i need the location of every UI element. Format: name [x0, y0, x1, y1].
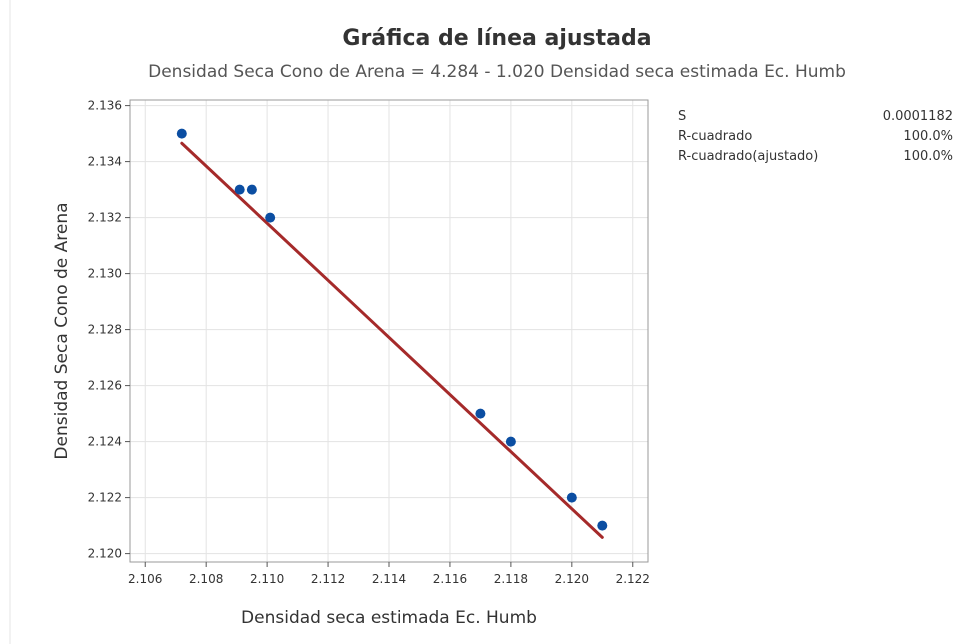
chart-title: Gráfica de línea ajustada: [342, 26, 651, 51]
stat-label: R-cuadrado: [678, 129, 752, 144]
x-tick-label: 2.122: [616, 572, 650, 586]
y-tick-label: 2.136: [88, 99, 122, 113]
model-summary-stats: S 0.0001182 R-cuadrado 100.0% R-cuadrado(aju…: [678, 109, 953, 164]
y-tick-label: 2.130: [88, 267, 122, 281]
data-point: [246, 184, 257, 195]
stat-value: 100.0%: [903, 149, 953, 164]
data-point: [475, 408, 486, 419]
y-tick-label: 2.128: [88, 323, 122, 337]
x-tick-label: 2.112: [311, 572, 345, 586]
stat-value: 100.0%: [903, 129, 953, 144]
x-tick-label: 2.114: [372, 572, 406, 586]
y-tick-label: 2.122: [88, 491, 122, 505]
y-tick-label: 2.132: [88, 211, 122, 225]
data-point: [566, 492, 577, 503]
stat-label: R-cuadrado(ajustado): [678, 149, 818, 164]
y-tick-label: 2.120: [88, 547, 122, 561]
grid: [130, 100, 648, 562]
y-tick-label: 2.134: [88, 155, 122, 169]
x-axis-label: Densidad seca estimada Ec. Humb: [241, 608, 537, 628]
stat-value: 0.0001182: [883, 109, 953, 124]
data-point: [176, 128, 187, 139]
x-tick-label: 2.118: [494, 572, 528, 586]
data-point: [597, 520, 608, 531]
data-point: [505, 436, 516, 447]
y-tick-label: 2.124: [88, 435, 122, 449]
stat-label: S: [678, 109, 686, 124]
x-tick-label: 2.106: [128, 572, 162, 586]
x-tick-label: 2.108: [189, 572, 223, 586]
fit-line-group: [180, 141, 604, 539]
x-tick-label: 2.116: [433, 572, 467, 586]
regression-fit-line: [180, 141, 604, 539]
data-points: [176, 128, 608, 531]
chart-subtitle: Densidad Seca Cono de Arena = 4.284 - 1.…: [148, 62, 846, 82]
x-tick-label: 2.120: [555, 572, 589, 586]
data-point: [234, 184, 245, 195]
axis-ticks: 2.106 2.108 2.110 2.112 2.114 2.116 2.118 2.120…: [88, 99, 650, 586]
x-tick-label: 2.110: [250, 572, 284, 586]
y-axis-label: Densidad Seca Cono de Arena: [52, 202, 72, 459]
y-tick-label: 2.126: [88, 379, 122, 393]
data-point: [265, 212, 276, 223]
